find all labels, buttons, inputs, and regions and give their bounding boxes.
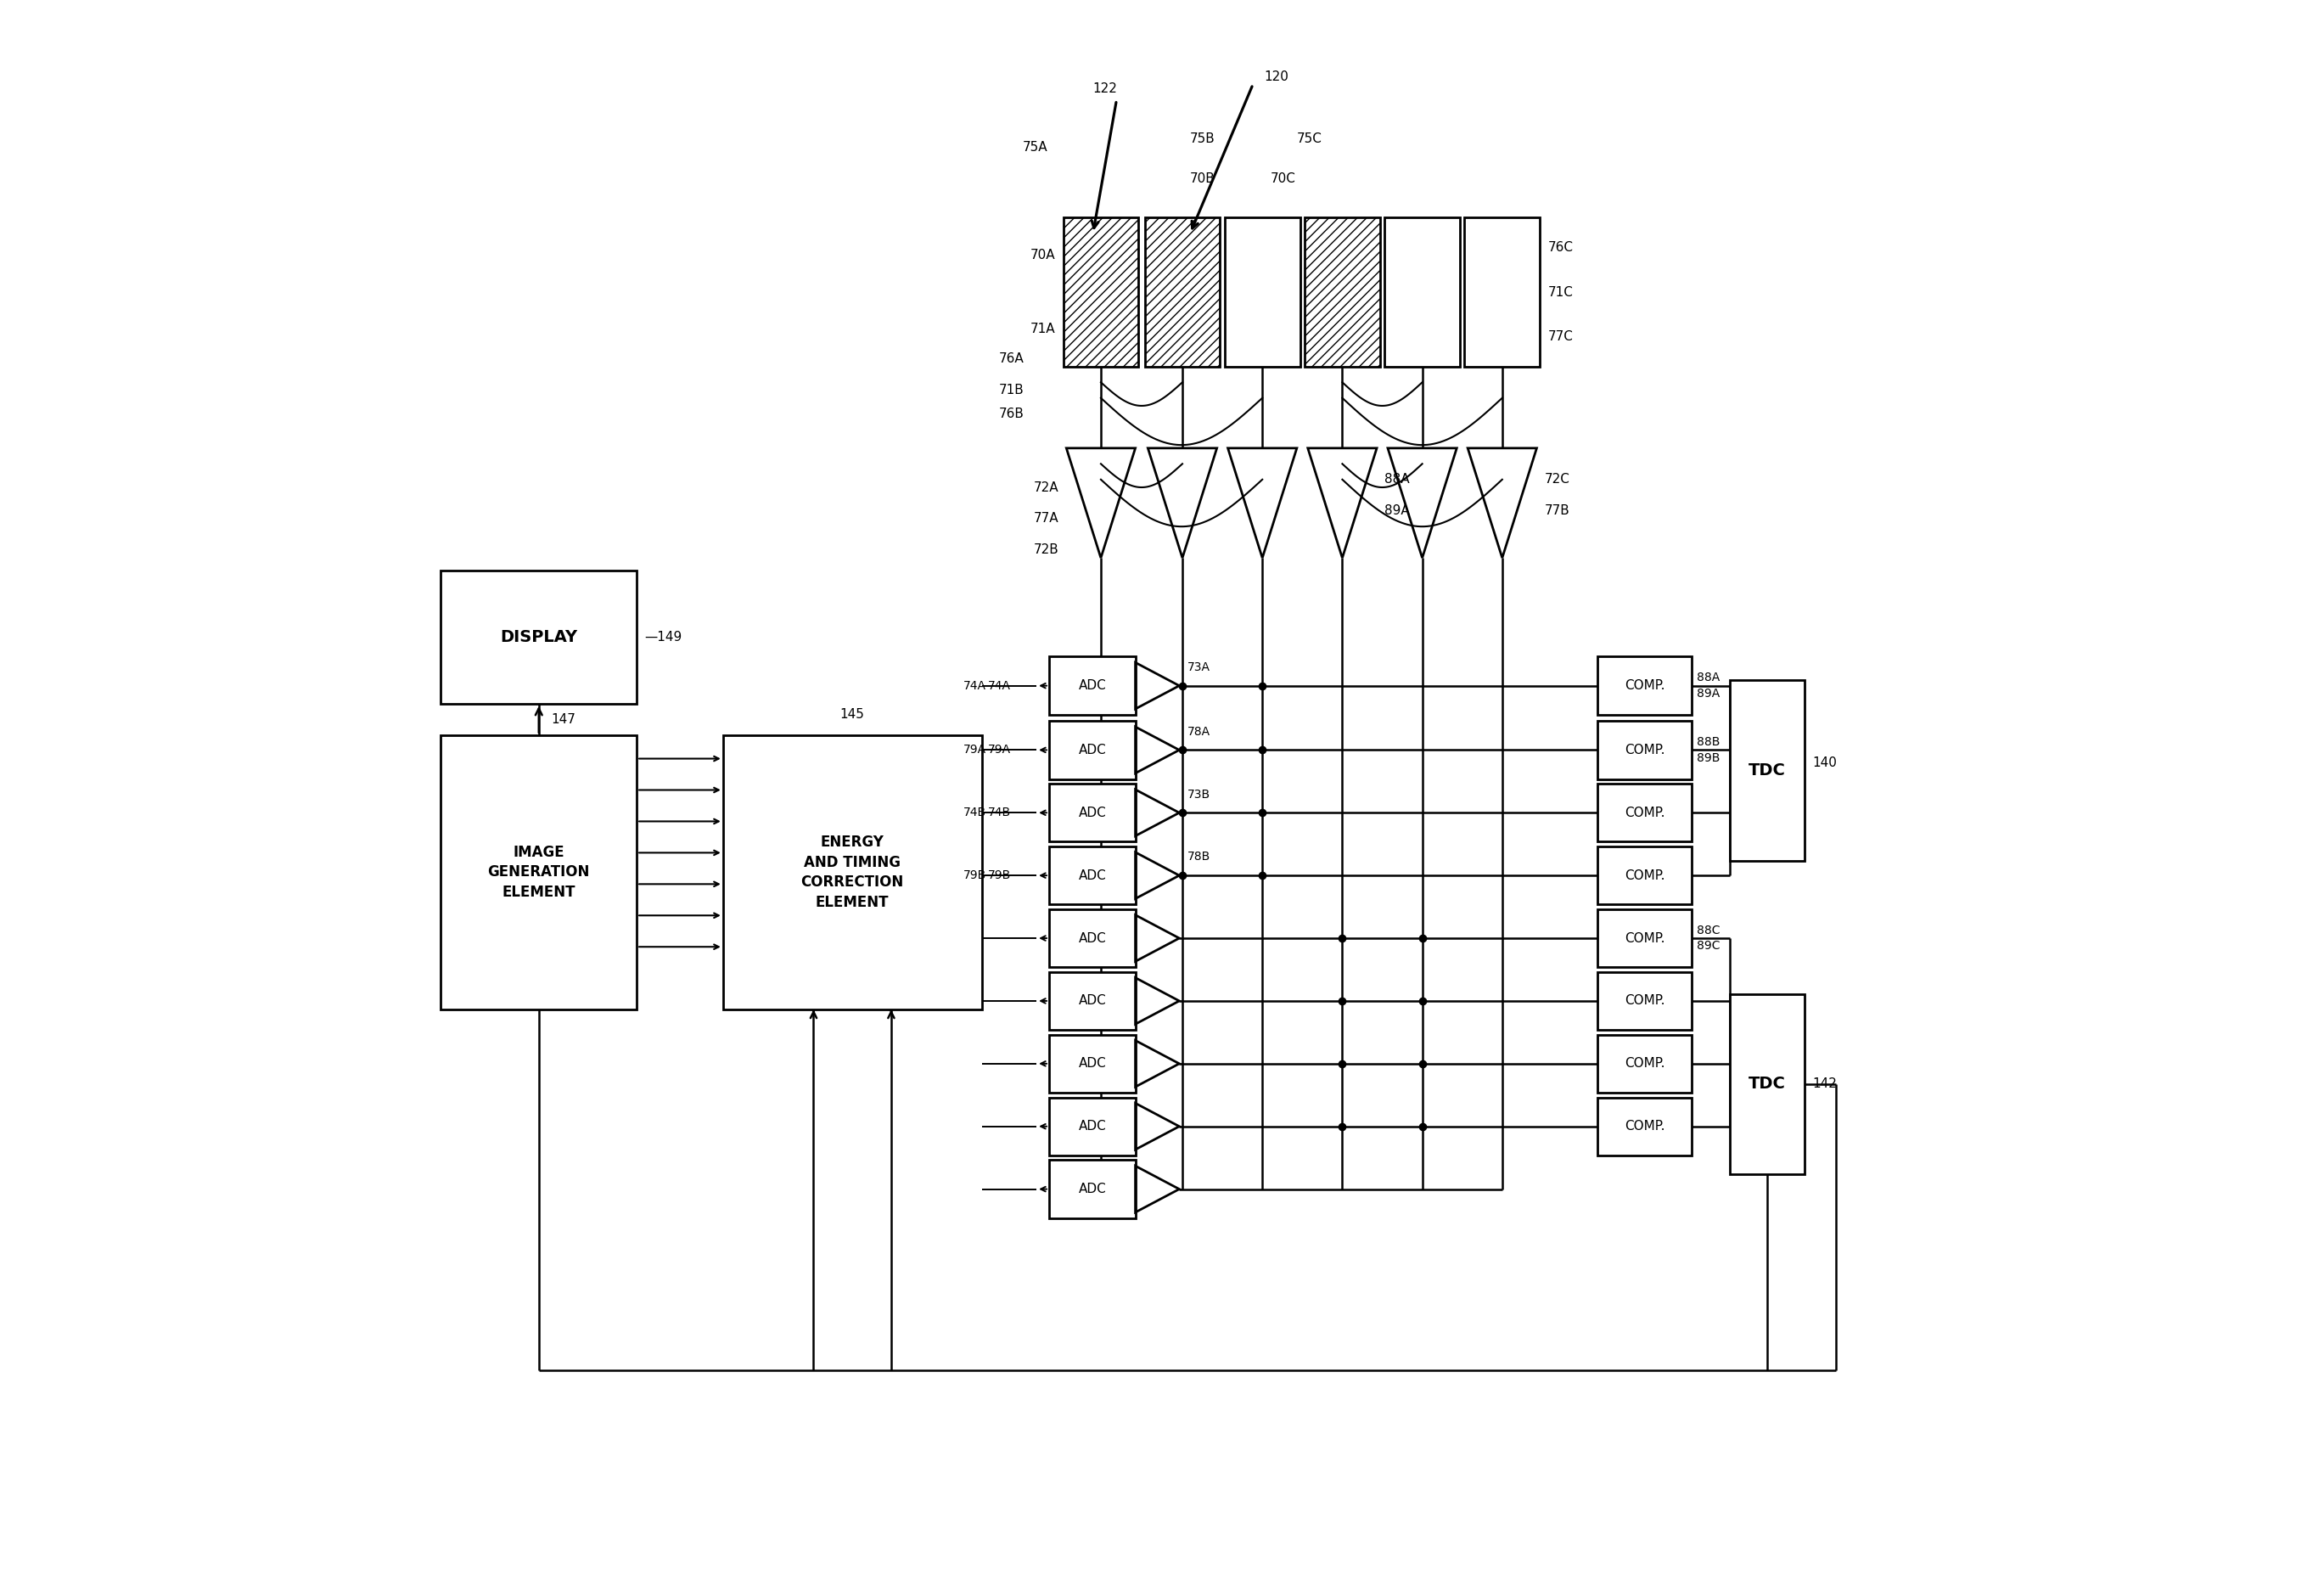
Bar: [1048, 1160, 1136, 1218]
Bar: [1048, 908, 1136, 967]
Text: 74A: 74A: [964, 679, 985, 692]
Text: 89B: 89B: [1697, 752, 1720, 763]
Bar: [1599, 657, 1692, 714]
Bar: [1225, 218, 1299, 367]
Bar: [1048, 972, 1136, 1030]
Text: 72A: 72A: [1034, 480, 1057, 493]
Text: 76B: 76B: [999, 408, 1025, 420]
Text: 77C: 77C: [1548, 330, 1573, 343]
Text: 88C: 88C: [1697, 924, 1720, 937]
Text: 72C: 72C: [1545, 472, 1571, 487]
Bar: [1729, 681, 1806, 861]
Text: ENERGY
AND TIMING
CORRECTION
ELEMENT: ENERGY AND TIMING CORRECTION ELEMENT: [802, 834, 904, 910]
Text: 88B: 88B: [1697, 736, 1720, 747]
Text: ADC: ADC: [1078, 869, 1106, 882]
Text: 71B: 71B: [999, 384, 1025, 397]
Text: —149: —149: [644, 630, 683, 643]
Text: 140: 140: [1813, 757, 1838, 769]
Text: 79B: 79B: [988, 869, 1011, 882]
Text: COMP.: COMP.: [1624, 994, 1664, 1008]
Bar: [1048, 1098, 1136, 1155]
Bar: [1048, 1035, 1136, 1093]
Text: COMP.: COMP.: [1624, 744, 1664, 757]
Text: 73B: 73B: [1188, 788, 1211, 799]
Bar: [1048, 720, 1136, 779]
Text: 73A: 73A: [1188, 662, 1211, 673]
Text: 74B: 74B: [964, 807, 985, 818]
Text: 79A: 79A: [988, 744, 1011, 755]
Text: 88A: 88A: [1697, 672, 1720, 684]
Text: 70A: 70A: [1030, 248, 1055, 261]
Text: 78A: 78A: [1188, 725, 1211, 738]
Text: 77B: 77B: [1545, 504, 1569, 517]
Text: DISPLAY: DISPLAY: [500, 629, 576, 645]
Text: 75A: 75A: [1023, 141, 1048, 153]
Text: TDC: TDC: [1748, 762, 1785, 779]
Text: COMP.: COMP.: [1624, 806, 1664, 818]
Bar: [1464, 218, 1541, 367]
Text: COMP.: COMP.: [1624, 932, 1664, 945]
Bar: [1048, 847, 1136, 904]
Text: ADC: ADC: [1078, 932, 1106, 945]
Text: 79A: 79A: [964, 744, 985, 755]
Text: TDC: TDC: [1748, 1076, 1785, 1092]
Text: ADC: ADC: [1078, 679, 1106, 692]
Text: ADC: ADC: [1078, 744, 1106, 757]
Text: 120: 120: [1264, 70, 1287, 82]
Bar: [1146, 218, 1220, 367]
Bar: [1599, 1035, 1692, 1093]
Text: 72B: 72B: [1034, 544, 1057, 556]
Text: 77A: 77A: [1034, 512, 1057, 525]
Text: 76C: 76C: [1548, 242, 1573, 254]
Text: 89A: 89A: [1697, 687, 1720, 700]
Text: IMAGE
GENERATION
ELEMENT: IMAGE GENERATION ELEMENT: [488, 845, 590, 901]
Text: ADC: ADC: [1078, 1183, 1106, 1196]
Text: 89A: 89A: [1385, 504, 1411, 517]
Bar: [723, 735, 981, 1010]
Text: 70B: 70B: [1190, 172, 1215, 185]
Bar: [1048, 784, 1136, 842]
Text: 122: 122: [1092, 82, 1118, 95]
Text: COMP.: COMP.: [1624, 1120, 1664, 1133]
Text: 88A: 88A: [1385, 472, 1411, 487]
Text: 147: 147: [551, 713, 576, 725]
Bar: [442, 570, 637, 703]
Bar: [1599, 720, 1692, 779]
Text: ADC: ADC: [1078, 1057, 1106, 1070]
Bar: [1062, 218, 1139, 367]
Text: 70C: 70C: [1271, 172, 1294, 185]
Text: 89C: 89C: [1697, 940, 1720, 953]
Bar: [1385, 218, 1459, 367]
Text: 76A: 76A: [999, 352, 1025, 365]
Text: COMP.: COMP.: [1624, 679, 1664, 692]
Text: COMP.: COMP.: [1624, 1057, 1664, 1070]
Text: ADC: ADC: [1078, 1120, 1106, 1133]
Text: ADC: ADC: [1078, 994, 1106, 1008]
Text: COMP.: COMP.: [1624, 869, 1664, 882]
Bar: [1599, 847, 1692, 904]
Text: ADC: ADC: [1078, 806, 1106, 818]
Bar: [1304, 218, 1380, 367]
Text: 145: 145: [839, 708, 865, 720]
Text: 75B: 75B: [1190, 133, 1215, 145]
Bar: [1599, 972, 1692, 1030]
Bar: [442, 735, 637, 1010]
Text: 79B: 79B: [962, 869, 985, 882]
Bar: [1729, 994, 1806, 1174]
Bar: [1599, 784, 1692, 842]
Text: 75C: 75C: [1297, 133, 1322, 145]
Text: 142: 142: [1813, 1078, 1838, 1090]
Text: 71A: 71A: [1030, 322, 1055, 335]
Bar: [1599, 908, 1692, 967]
Text: 74B: 74B: [988, 807, 1011, 818]
Text: 78B: 78B: [1188, 852, 1211, 863]
Text: 74A: 74A: [988, 679, 1011, 692]
Text: 71C: 71C: [1548, 286, 1573, 299]
Bar: [1048, 657, 1136, 714]
Bar: [1599, 1098, 1692, 1155]
